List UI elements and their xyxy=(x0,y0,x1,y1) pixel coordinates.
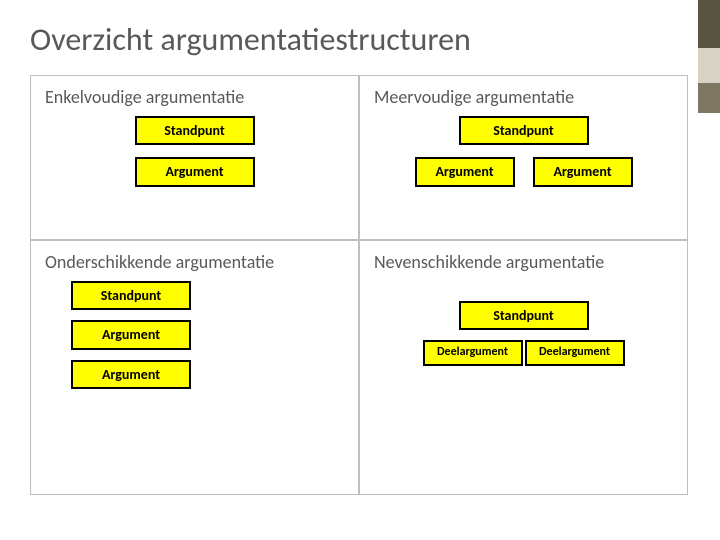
q4-standpunt-box: Standpunt xyxy=(459,301,589,330)
sidebar-stripe-dark xyxy=(698,0,720,48)
decorative-sidebar xyxy=(698,0,720,120)
quadrant-nevenschikkend: Nevenschikkende argumentatie Standpunt D… xyxy=(359,240,688,495)
q4-deel1-box: Deelargument xyxy=(423,340,523,365)
quadrant-onderschikkend: Onderschikkende argumentatie Standpunt A… xyxy=(30,240,359,495)
structure-grid: Enkelvoudige argumentatie Standpunt Argu… xyxy=(30,75,688,495)
q3-title: Onderschikkende argumentatie xyxy=(45,251,344,273)
q3-standpunt-box: Standpunt xyxy=(71,281,191,310)
q3-arg2-box: Argument xyxy=(71,360,191,389)
q2-title: Meervoudige argumentatie xyxy=(374,86,673,108)
q2-arg1-box: Argument xyxy=(415,157,515,186)
sidebar-stripe-light xyxy=(698,48,720,83)
sidebar-stripe-med xyxy=(698,83,720,113)
q1-title: Enkelvoudige argumentatie xyxy=(45,86,344,108)
quadrant-meervoudig: Meervoudige argumentatie Standpunt Argum… xyxy=(359,75,688,240)
q4-title: Nevenschikkende argumentatie xyxy=(374,251,673,273)
page-title: Overzicht argumentatiestructuren xyxy=(30,20,471,59)
q2-standpunt-box: Standpunt xyxy=(459,116,589,145)
q3-arg1-box: Argument xyxy=(71,320,191,349)
quadrant-enkelvoudig: Enkelvoudige argumentatie Standpunt Argu… xyxy=(30,75,359,240)
q2-arg2-box: Argument xyxy=(533,157,633,186)
q1-standpunt-box: Standpunt xyxy=(135,116,255,145)
q4-deel2-box: Deelargument xyxy=(525,340,625,365)
q1-argument-box: Argument xyxy=(135,157,255,186)
